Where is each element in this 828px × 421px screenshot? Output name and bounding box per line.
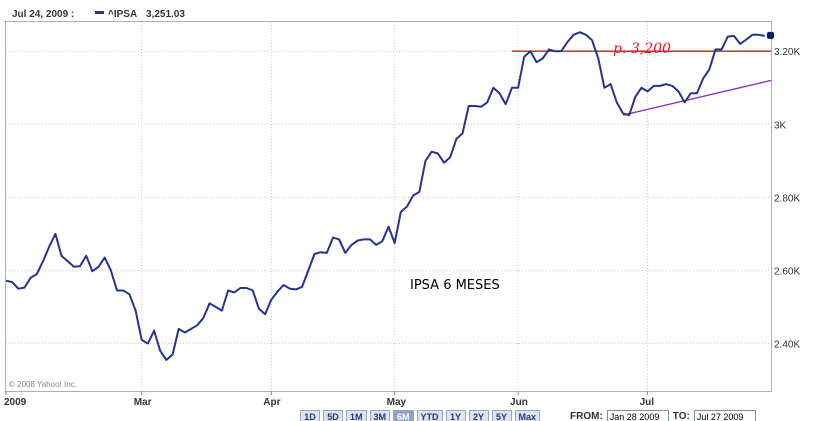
from-date-input[interactable] <box>606 410 669 421</box>
plot-area <box>5 21 772 392</box>
range-button-1m[interactable]: 1M <box>346 410 367 421</box>
copyright-text: © 2008 Yahoo! Inc. <box>9 380 77 389</box>
y-axis: 2.40K 2.60K 2.80K 3K 3.20K <box>774 47 800 350</box>
range-button-ytd[interactable]: YTD <box>416 410 443 421</box>
chart-caption: IPSA 6 MESES <box>410 278 500 293</box>
range-button-max[interactable]: Max <box>514 410 541 421</box>
support-trendline <box>622 79 772 116</box>
header-symbol: ^IPSA <box>108 9 137 20</box>
y-tick-label: 2.60K <box>774 266 800 277</box>
x-tick-label: 2009 <box>4 397 27 408</box>
to-date-input[interactable] <box>693 410 756 421</box>
last-point-marker <box>767 31 774 39</box>
header-value: 3,251.03 <box>146 9 185 20</box>
to-label: TO: <box>672 411 690 421</box>
range-button-2y[interactable]: 2Y <box>468 410 489 421</box>
price-annotation: p. 3,200 <box>613 41 671 57</box>
series-layer <box>5 31 774 361</box>
date-range-inputs: FROM: TO: <box>570 410 756 421</box>
x-tick-label: Jul <box>640 397 655 408</box>
from-label: FROM: <box>570 411 603 421</box>
x-axis: 2009 Mar Apr May Jun Jul <box>4 391 654 408</box>
range-button-1d[interactable]: 1D <box>300 410 320 421</box>
range-button-1y[interactable]: 1Y <box>445 410 466 421</box>
range-button-5d[interactable]: 5D <box>323 410 343 421</box>
header-date: Jul 24, 2009 : <box>12 9 74 20</box>
y-tick-label: 2.80K <box>774 193 800 204</box>
series-legend-swatch <box>95 11 104 14</box>
y-tick-label: 3.20K <box>774 47 800 58</box>
range-button-3m[interactable]: 3M <box>369 410 391 421</box>
y-tick-label: 2.40K <box>774 340 800 351</box>
range-selector: 1D 5D 1M 3M 6M YTD 1Y 2Y 5Y Max <box>300 410 541 421</box>
x-tick-label: Mar <box>134 397 152 408</box>
x-tick-label: Apr <box>263 397 280 408</box>
y-tick-label: 3K <box>774 120 787 131</box>
x-tick-label: May <box>387 397 407 408</box>
range-button-5y[interactable]: 5Y <box>491 410 512 421</box>
x-tick-label: Jun <box>510 397 528 408</box>
series-line-ipsa <box>5 31 765 361</box>
range-button-6m[interactable]: 6M <box>393 410 414 421</box>
